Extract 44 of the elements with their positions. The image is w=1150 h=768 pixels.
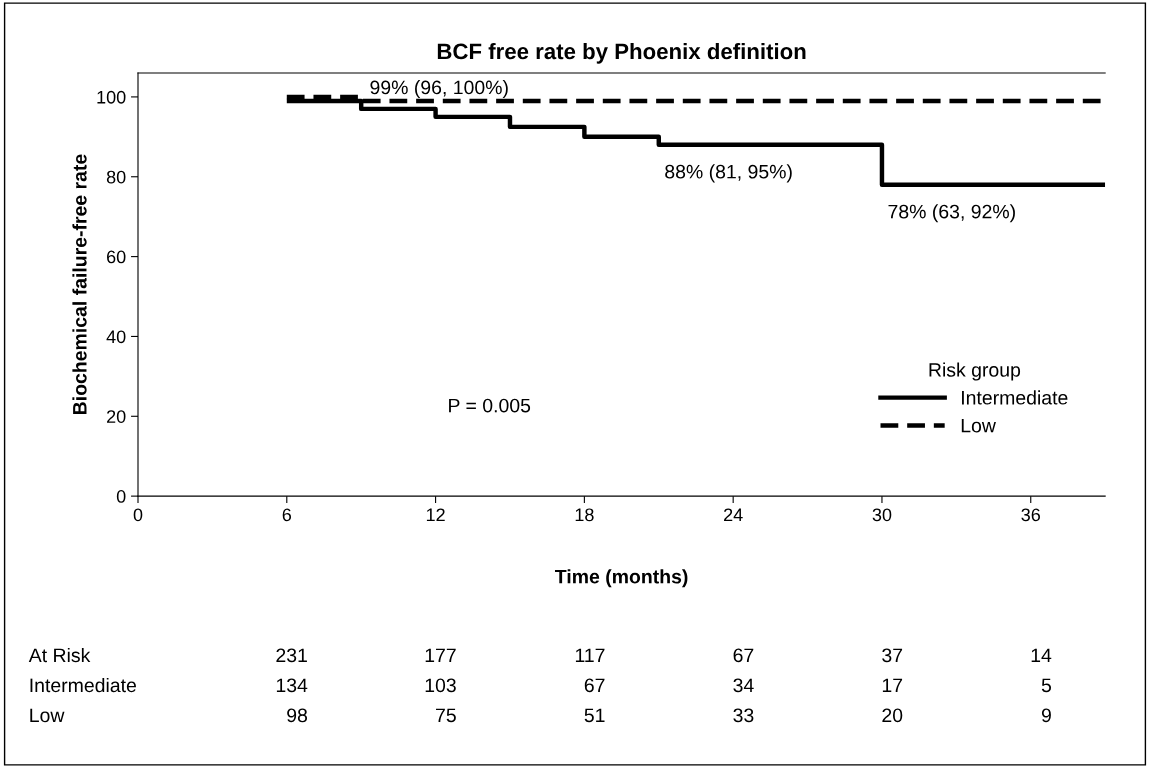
x-tick-label: 6 [282, 508, 292, 522]
text: 20 [882, 708, 903, 723]
text: 103 [425, 678, 456, 693]
chart-title: BCF free rate by Phoenix definition [437, 42, 806, 64]
x-tick-label: 18 [575, 508, 594, 522]
text: 67 [584, 678, 605, 693]
text: 33 [733, 708, 754, 723]
text: 67 [733, 648, 754, 663]
text: 9 [1041, 708, 1051, 723]
annotation: P = 0.005 [449, 398, 531, 413]
text: 17 [882, 678, 903, 693]
legend-label: Intermediate [962, 390, 1068, 405]
x-axis-title: Time (months) [554, 569, 688, 588]
text: Intermediate [30, 677, 136, 693]
legend-title: Risk group [929, 362, 1021, 381]
annotation: 88% (81, 95%) [665, 164, 792, 183]
y-tick-label: 80 [106, 170, 126, 184]
y-tick-label: 100 [97, 90, 126, 104]
text: 37 [882, 648, 903, 663]
y-axis-title: Biochemical failure-free rate [72, 154, 87, 414]
text: 117 [575, 648, 605, 663]
text: 5 [1041, 678, 1052, 693]
text: 75 [436, 708, 456, 723]
text: 134 [276, 678, 308, 693]
text: At Risk [28, 647, 91, 663]
x-tick-label: 36 [1021, 508, 1040, 522]
x-tick-label: 12 [426, 508, 445, 522]
text: Low [30, 708, 65, 723]
x-tick-label: 24 [724, 508, 743, 522]
legend-label: Low [961, 418, 996, 433]
y-tick-label: 60 [107, 250, 126, 264]
text: 98 [287, 708, 308, 723]
text: 34 [733, 678, 754, 693]
annotation: 78% (63, 92%) [888, 204, 1015, 223]
y-tick-label: 0 [116, 490, 126, 503]
text: 177 [425, 648, 456, 663]
x-tick-label: 0 [133, 508, 143, 522]
text: 231 [276, 648, 307, 663]
text: 14 [1031, 648, 1052, 663]
text: 51 [584, 708, 605, 723]
y-tick-label: 40 [106, 330, 126, 344]
y-tick-label: 20 [107, 410, 126, 424]
x-tick-label: 30 [872, 508, 892, 522]
annotation: 99% (96, 100%) [370, 80, 508, 99]
